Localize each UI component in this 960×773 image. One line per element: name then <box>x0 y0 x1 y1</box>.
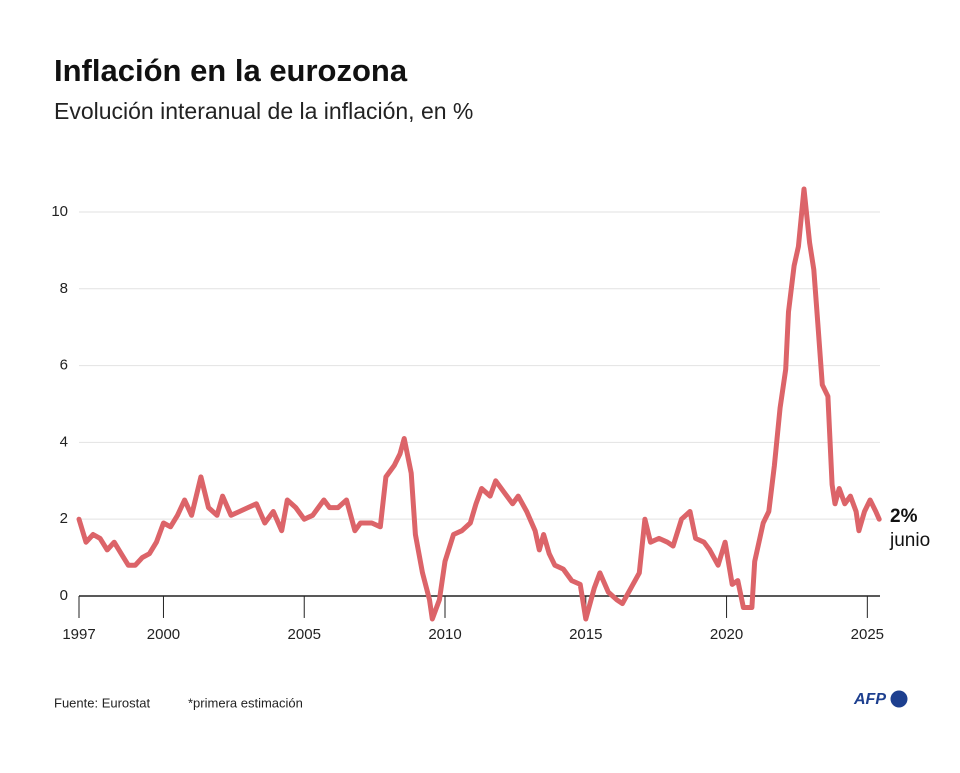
logo-dot <box>890 690 908 708</box>
note: *primera estimación <box>188 695 303 710</box>
y-tick-label: 10 <box>51 203 68 220</box>
x-tick-label: 2020 <box>710 626 743 643</box>
inflation-line <box>76 186 882 622</box>
x-tick-label: 2015 <box>569 626 602 643</box>
y-tick-label: 2 <box>60 510 68 527</box>
chart-title: Inflación en la eurozona <box>54 53 408 88</box>
y-tick-label: 8 <box>60 280 68 297</box>
y-tick-label: 6 <box>60 357 68 374</box>
source: Fuente: Eurostat <box>54 695 150 710</box>
logo: AFP <box>853 691 886 708</box>
chart-subtitle: Evolución interanual de la inflación, en… <box>54 98 473 124</box>
x-tick-label: 1997 <box>62 626 95 643</box>
annotation-value: 2% <box>890 506 918 527</box>
x-tick-label: 2005 <box>288 626 321 643</box>
x-tick-label: 2025 <box>851 626 884 643</box>
x-tick-label: 2000 <box>147 626 180 643</box>
y-tick-label: 0 <box>60 587 68 604</box>
x-tick-label: 2010 <box>428 626 461 643</box>
annotation-month: junio <box>889 530 930 551</box>
y-tick-label: 4 <box>60 433 68 450</box>
